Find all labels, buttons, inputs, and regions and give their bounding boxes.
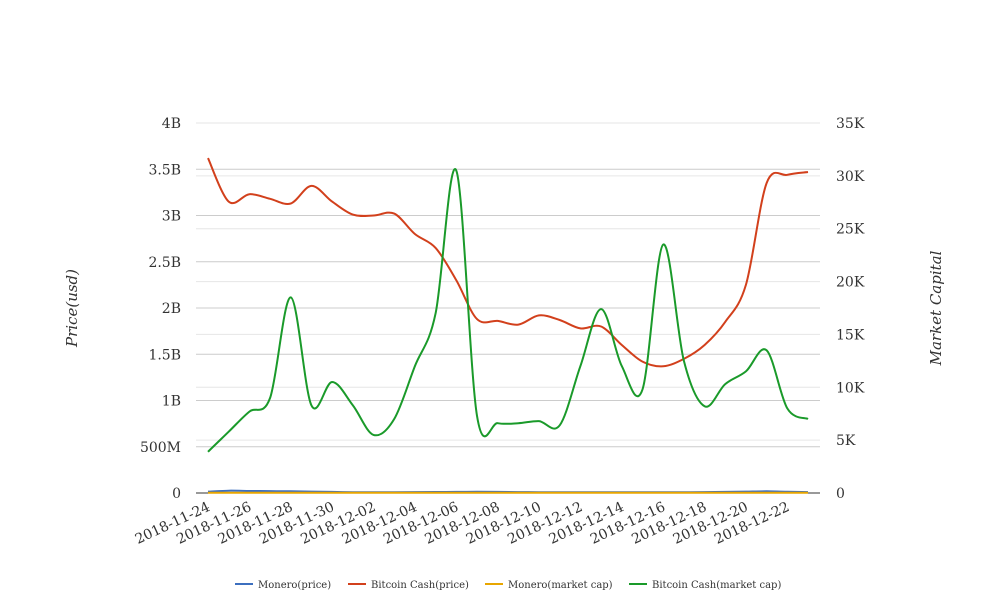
legend-label-bitcoin-cash-market-cap: Bitcoin Cash(market cap): [652, 580, 781, 591]
left-axis: 0 500M 1B 1.5B 2B 2.5B 3B 3.5B 4B: [140, 116, 181, 502]
right-tick-label: 20K: [836, 275, 865, 291]
series-line-bitcoin-cash-price: [207, 157, 809, 368]
left-tick-label: 3B: [162, 209, 181, 225]
left-tick-label: 1.5B: [148, 347, 181, 363]
right-axis-title: Market Capital: [927, 250, 945, 366]
left-tick-label: 500M: [140, 440, 181, 456]
left-tick-label: 0: [172, 486, 181, 502]
series-line-bitcoin-cash-market-cap: [207, 168, 809, 453]
x-axis: 2018-11-242018-11-262018-11-282018-11-30…: [133, 499, 792, 548]
grid-lines: [196, 122, 820, 448]
left-tick-label: 4B: [162, 116, 181, 132]
legend: Monero(price) Bitcoin Cash(price) Monero(m…: [235, 580, 781, 591]
legend-label-bitcoin-cash-price: Bitcoin Cash(price): [371, 580, 469, 591]
left-axis-title: Price(usd): [63, 269, 81, 348]
left-tick-label: 3.5B: [148, 162, 181, 178]
right-tick-label: 5K: [836, 433, 856, 449]
right-tick-label: 25K: [836, 222, 865, 238]
legend-label-monero-market-cap: Monero(market cap): [508, 580, 613, 591]
left-tick-label: 1B: [162, 394, 181, 410]
left-tick-label: 2B: [162, 301, 181, 317]
right-tick-label: 0: [836, 486, 845, 502]
series-lines: [207, 157, 809, 494]
right-tick-label: 35K: [836, 116, 865, 132]
right-axis: 0 5K 10K 15K 20K 25K 30K 35K: [836, 116, 865, 502]
right-tick-label: 30K: [836, 169, 865, 185]
right-tick-label: 15K: [836, 327, 865, 343]
legend-label-monero-price: Monero(price): [258, 580, 331, 591]
left-tick-label: 2.5B: [148, 255, 181, 271]
right-tick-label: 10K: [836, 380, 865, 396]
